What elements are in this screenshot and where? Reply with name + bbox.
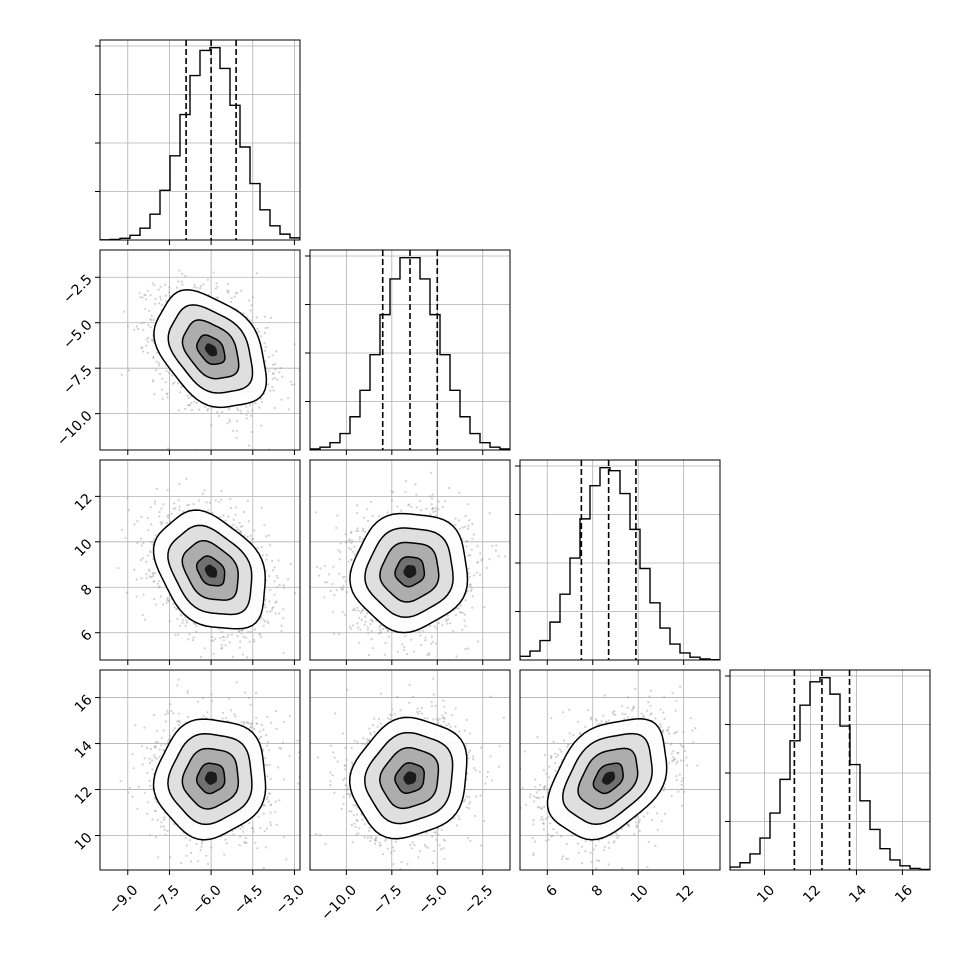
contour-3-2-0 xyxy=(592,762,624,795)
y-tick-label-2-3: 6 xyxy=(78,627,96,645)
y-tick-label-2-1: 10 xyxy=(72,536,96,560)
y-tick-label-2-0: 12 xyxy=(72,491,96,515)
contour-2-0-1 xyxy=(181,539,239,601)
contour-3-0-2 xyxy=(167,733,253,826)
x-tick-label-3-2: 14 xyxy=(846,882,870,906)
x-tick-label-3-3: 16 xyxy=(892,882,916,906)
x-tick-label-0-2: −6.0 xyxy=(189,882,224,917)
hist-panel-2 xyxy=(515,459,721,665)
x-tick-label-2-1: 8 xyxy=(589,882,607,900)
scatter-panel-1-0: −2.5 −5.0 −7.5 −10.0 xyxy=(54,249,301,455)
contour-1-0-2 xyxy=(167,304,254,394)
x-tick-label-1-2: −5.0 xyxy=(416,882,451,917)
scatter-panel-3-1: −10.0 −7.5 −5.0 −2.5 xyxy=(309,669,511,924)
x-tick-label-1-1: −7.5 xyxy=(370,882,405,917)
x-tick-label-3-0: 10 xyxy=(754,882,778,906)
y-tick-label-3-3: 10 xyxy=(72,830,96,854)
x-tick-label-2-3: 12 xyxy=(673,882,697,906)
contour-2-0-0 xyxy=(195,555,226,587)
x-tick-label-1-3: −2.5 xyxy=(461,882,496,917)
x-tick-label-0-4: −3.0 xyxy=(273,882,308,917)
contour-2-0-3 xyxy=(152,509,266,630)
contour-2-1-3 xyxy=(349,512,469,634)
contour-3-1-0 xyxy=(394,762,425,794)
contour-3-0-1 xyxy=(181,747,240,810)
scatter-panel-3-2: 6 8 10 12 xyxy=(519,669,721,906)
contour-3-1-3 xyxy=(348,716,468,840)
x-tick-label-0-1: −7.5 xyxy=(148,882,183,917)
contour-3-2-3 xyxy=(546,718,668,841)
y-tick-label-2-2: 8 xyxy=(78,582,96,600)
hist-panel-3: 10 12 14 16 xyxy=(725,669,931,906)
contour-2-1-2 xyxy=(364,527,454,619)
hist-step-1 xyxy=(310,256,510,450)
y-tick-label-3-2: 12 xyxy=(72,784,96,808)
scatter-panel-2-1 xyxy=(309,459,511,665)
contour-3-2-2 xyxy=(562,732,653,826)
y-tick-label-1-2: −7.5 xyxy=(60,363,95,398)
contour-3-1-2 xyxy=(364,731,454,825)
hist-panel-0 xyxy=(95,39,301,245)
contour-1-0-1 xyxy=(181,319,240,380)
contour-1-0-0 xyxy=(196,334,226,366)
contour-2-1-1 xyxy=(379,541,440,603)
y-tick-label-1-1: −5.0 xyxy=(60,317,95,352)
contour-3-2-1 xyxy=(577,747,639,810)
contour-3-0-3 xyxy=(152,718,267,841)
hist-panel-1 xyxy=(305,249,511,455)
x-tick-label-2-0: 6 xyxy=(543,882,561,900)
y-tick-label-1-0: −2.5 xyxy=(60,272,95,307)
scatter-panel-2-0: 12 10 8 6 xyxy=(72,459,301,665)
y-tick-label-1-3: −10.0 xyxy=(54,408,96,450)
contour-2-0-2 xyxy=(167,524,253,616)
y-tick-label-3-0: 16 xyxy=(72,692,96,716)
x-tick-label-3-1: 12 xyxy=(800,882,824,906)
contour-2-1-0 xyxy=(394,556,426,588)
x-tick-label-2-2: 10 xyxy=(628,882,652,906)
hist-step-0 xyxy=(100,46,300,240)
x-tick-label-1-0: −10.0 xyxy=(318,882,360,924)
x-tick-label-0-3: −4.5 xyxy=(231,882,266,917)
x-tick-label-0-0: −9.0 xyxy=(106,882,141,917)
y-tick-label-3-1: 14 xyxy=(72,738,96,762)
hist-step-3 xyxy=(730,676,930,870)
contour-3-0-0 xyxy=(195,762,226,795)
contour-3-1-1 xyxy=(379,746,440,810)
scatter-panel-3-0: 16 14 12 10 −9.0 −7.5 −6.0 −4.5 −3.0 xyxy=(72,669,308,918)
hist-step-2 xyxy=(520,466,720,660)
contour-1-0-3 xyxy=(153,289,268,409)
